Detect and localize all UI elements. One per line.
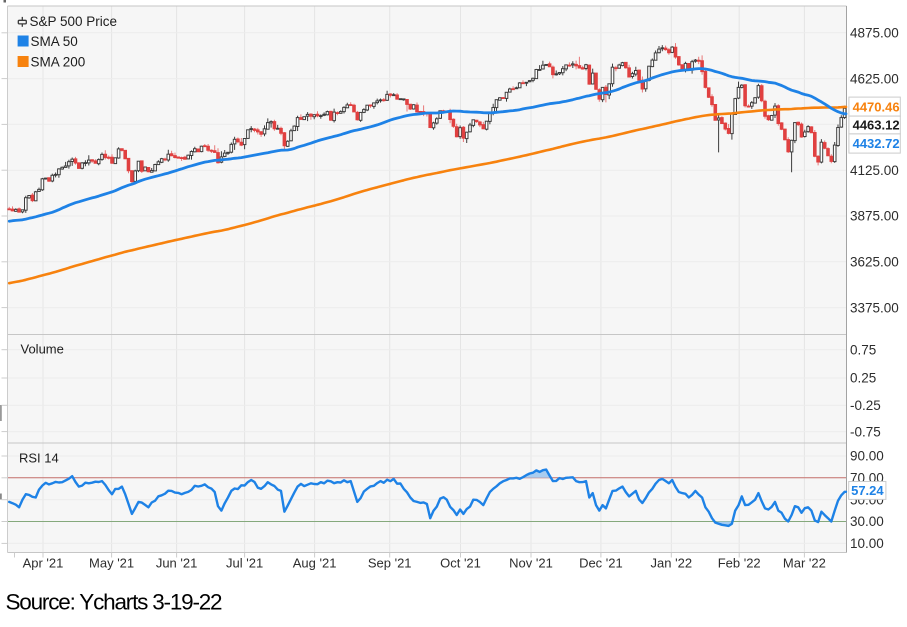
svg-text:SMA 200: SMA 200: [31, 54, 86, 69]
svg-text:-0.25: -0.25: [850, 398, 881, 413]
svg-text:3875.00: 3875.00: [850, 209, 899, 224]
svg-text:Jul '21: Jul '21: [226, 555, 263, 570]
svg-text:Jun '21: Jun '21: [156, 555, 198, 570]
svg-text:4463.12: 4463.12: [853, 118, 900, 133]
svg-text:Volume: Volume: [21, 342, 64, 357]
svg-text:RSI 14: RSI 14: [19, 451, 59, 466]
svg-text:0.25: 0.25: [850, 371, 876, 386]
svg-text:Dec '21: Dec '21: [579, 555, 623, 570]
svg-text:Mar '22: Mar '22: [783, 555, 826, 570]
svg-text:Aug '21: Aug '21: [293, 555, 337, 570]
svg-text:90.00: 90.00: [850, 449, 884, 464]
svg-text:Sep '21: Sep '21: [368, 555, 412, 570]
svg-text:0.75: 0.75: [850, 342, 876, 357]
svg-text:SMA 50: SMA 50: [31, 34, 78, 49]
svg-text:4625.00: 4625.00: [850, 71, 899, 86]
svg-text:Jan '22: Jan '22: [651, 555, 693, 570]
svg-text:Source: Ycharts 3-19-22: Source: Ycharts 3-19-22: [6, 590, 223, 615]
svg-text:Feb '22: Feb '22: [718, 555, 761, 570]
svg-text:30.00: 30.00: [850, 514, 884, 529]
svg-text:10.00: 10.00: [850, 536, 884, 551]
svg-text:4125.00: 4125.00: [850, 163, 899, 178]
svg-text:May '21: May '21: [89, 555, 134, 570]
svg-text:S&P 500 Price: S&P 500 Price: [30, 14, 118, 29]
svg-text:3625.00: 3625.00: [850, 255, 899, 270]
svg-text:57.24: 57.24: [851, 483, 884, 498]
svg-text:Nov '21: Nov '21: [509, 555, 553, 570]
svg-text:4875.00: 4875.00: [850, 26, 899, 41]
svg-text:3375.00: 3375.00: [850, 300, 899, 315]
svg-text:Oct '21: Oct '21: [440, 555, 481, 570]
svg-text:Apr '21: Apr '21: [23, 555, 64, 570]
svg-text:-0.75: -0.75: [850, 424, 881, 439]
svg-text:4432.72: 4432.72: [853, 136, 900, 151]
svg-text:4470.46: 4470.46: [853, 99, 900, 114]
